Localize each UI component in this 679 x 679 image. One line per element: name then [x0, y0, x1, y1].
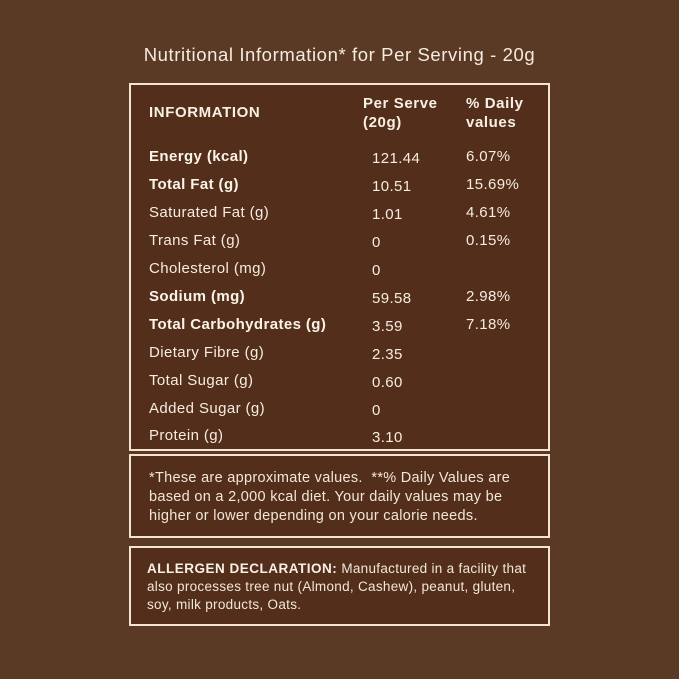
nutrient-label: Saturated Fat (g) [149, 203, 270, 221]
nutrition-table: INFORMATION Per Serve (20g) % Daily valu… [129, 83, 550, 451]
per-serve-value: 1.01 [372, 205, 403, 223]
table-row: Cholesterol (mg) 0 [130, 254, 549, 282]
nutrient-label: Sodium (mg) [149, 287, 246, 305]
allergen-heading: ALLERGEN DECLARATION: [147, 561, 338, 577]
table-row: Total Carbohydrates (g) 3.59 7.18% [130, 310, 549, 338]
daily-value [452, 338, 549, 366]
table-row: Total Fat (g) 10.51 15.69% [130, 170, 549, 198]
table-row: Trans Fat (g) 0 0.15% [130, 226, 549, 254]
header-information: INFORMATION [149, 104, 261, 122]
daily-value [452, 394, 549, 422]
per-serve-value: 0 [372, 233, 381, 251]
per-serve-value: 3.59 [372, 317, 403, 335]
nutrient-label: Total Fat (g) [149, 175, 239, 193]
table-header-row: INFORMATION Per Serve (20g) % Daily valu… [130, 84, 549, 142]
daily-value [452, 422, 549, 450]
nutrient-label: Trans Fat (g) [149, 231, 241, 249]
nutrient-label: Dietary Fibre (g) [149, 343, 265, 361]
nutrient-label: Energy (kcal) [149, 147, 249, 165]
per-serve-value: 59.58 [372, 289, 412, 307]
nutrient-label: Cholesterol (mg) [149, 259, 267, 277]
header-daily-values: % Daily values [466, 94, 524, 131]
daily-value: 4.61% [466, 203, 511, 221]
nutrient-label: Protein (g) [149, 427, 224, 444]
daily-value: 15.69% [466, 175, 520, 193]
per-serve-value: 121.44 [372, 149, 421, 167]
daily-value: 6.07% [466, 147, 511, 165]
allergen-text: ALLERGEN DECLARATION: Manufactured in a … [147, 560, 532, 613]
table-row: Sodium (mg) 59.58 2.98% [130, 282, 549, 310]
per-serve-value: 0.60 [372, 373, 403, 391]
per-serve-value: 3.10 [372, 429, 403, 446]
nutrient-label: Added Sugar (g) [149, 399, 266, 417]
table-row: Added Sugar (g) 0 [130, 394, 549, 422]
nutrient-label: Total Carbohydrates (g) [149, 315, 327, 333]
daily-value: 7.18% [466, 315, 511, 333]
daily-value: 2.98% [466, 287, 511, 305]
table-row: Energy (kcal) 121.44 6.07% [130, 142, 549, 170]
table-row: Protein (g) 3.10 [130, 422, 549, 450]
allergen-box: ALLERGEN DECLARATION: Manufactured in a … [129, 546, 550, 626]
table-head: INFORMATION Per Serve (20g) % Daily valu… [130, 84, 549, 142]
footnote-text: *These are approximate values. **% Daily… [149, 470, 515, 525]
nutrition-panel: INFORMATION Per Serve (20g) % Daily valu… [129, 83, 550, 626]
header-per-serve: Per Serve (20g) [363, 94, 438, 131]
table-row: Total Sugar (g) 0.60 [130, 366, 549, 394]
nutrient-label: Total Sugar (g) [149, 371, 254, 389]
footnote-box: *These are approximate values. **% Daily… [129, 454, 550, 539]
page-title: Nutritional Information* for Per Serving… [143, 44, 536, 65]
per-serve-value: 0 [372, 401, 381, 419]
per-serve-value: 0 [372, 261, 381, 279]
daily-value [452, 254, 549, 282]
daily-value [452, 366, 549, 394]
allergen-body: Manufactured in a facility that also pro… [147, 561, 527, 612]
table-row: Saturated Fat (g) 1.01 4.61% [130, 198, 549, 226]
per-serve-value: 10.51 [372, 177, 412, 195]
table-body: Energy (kcal) 121.44 6.07% Total Fat (g)… [130, 142, 549, 450]
daily-value: 0.15% [466, 231, 511, 249]
per-serve-value: 2.35 [372, 345, 403, 363]
table-row: Dietary Fibre (g) 2.35 [130, 338, 549, 366]
